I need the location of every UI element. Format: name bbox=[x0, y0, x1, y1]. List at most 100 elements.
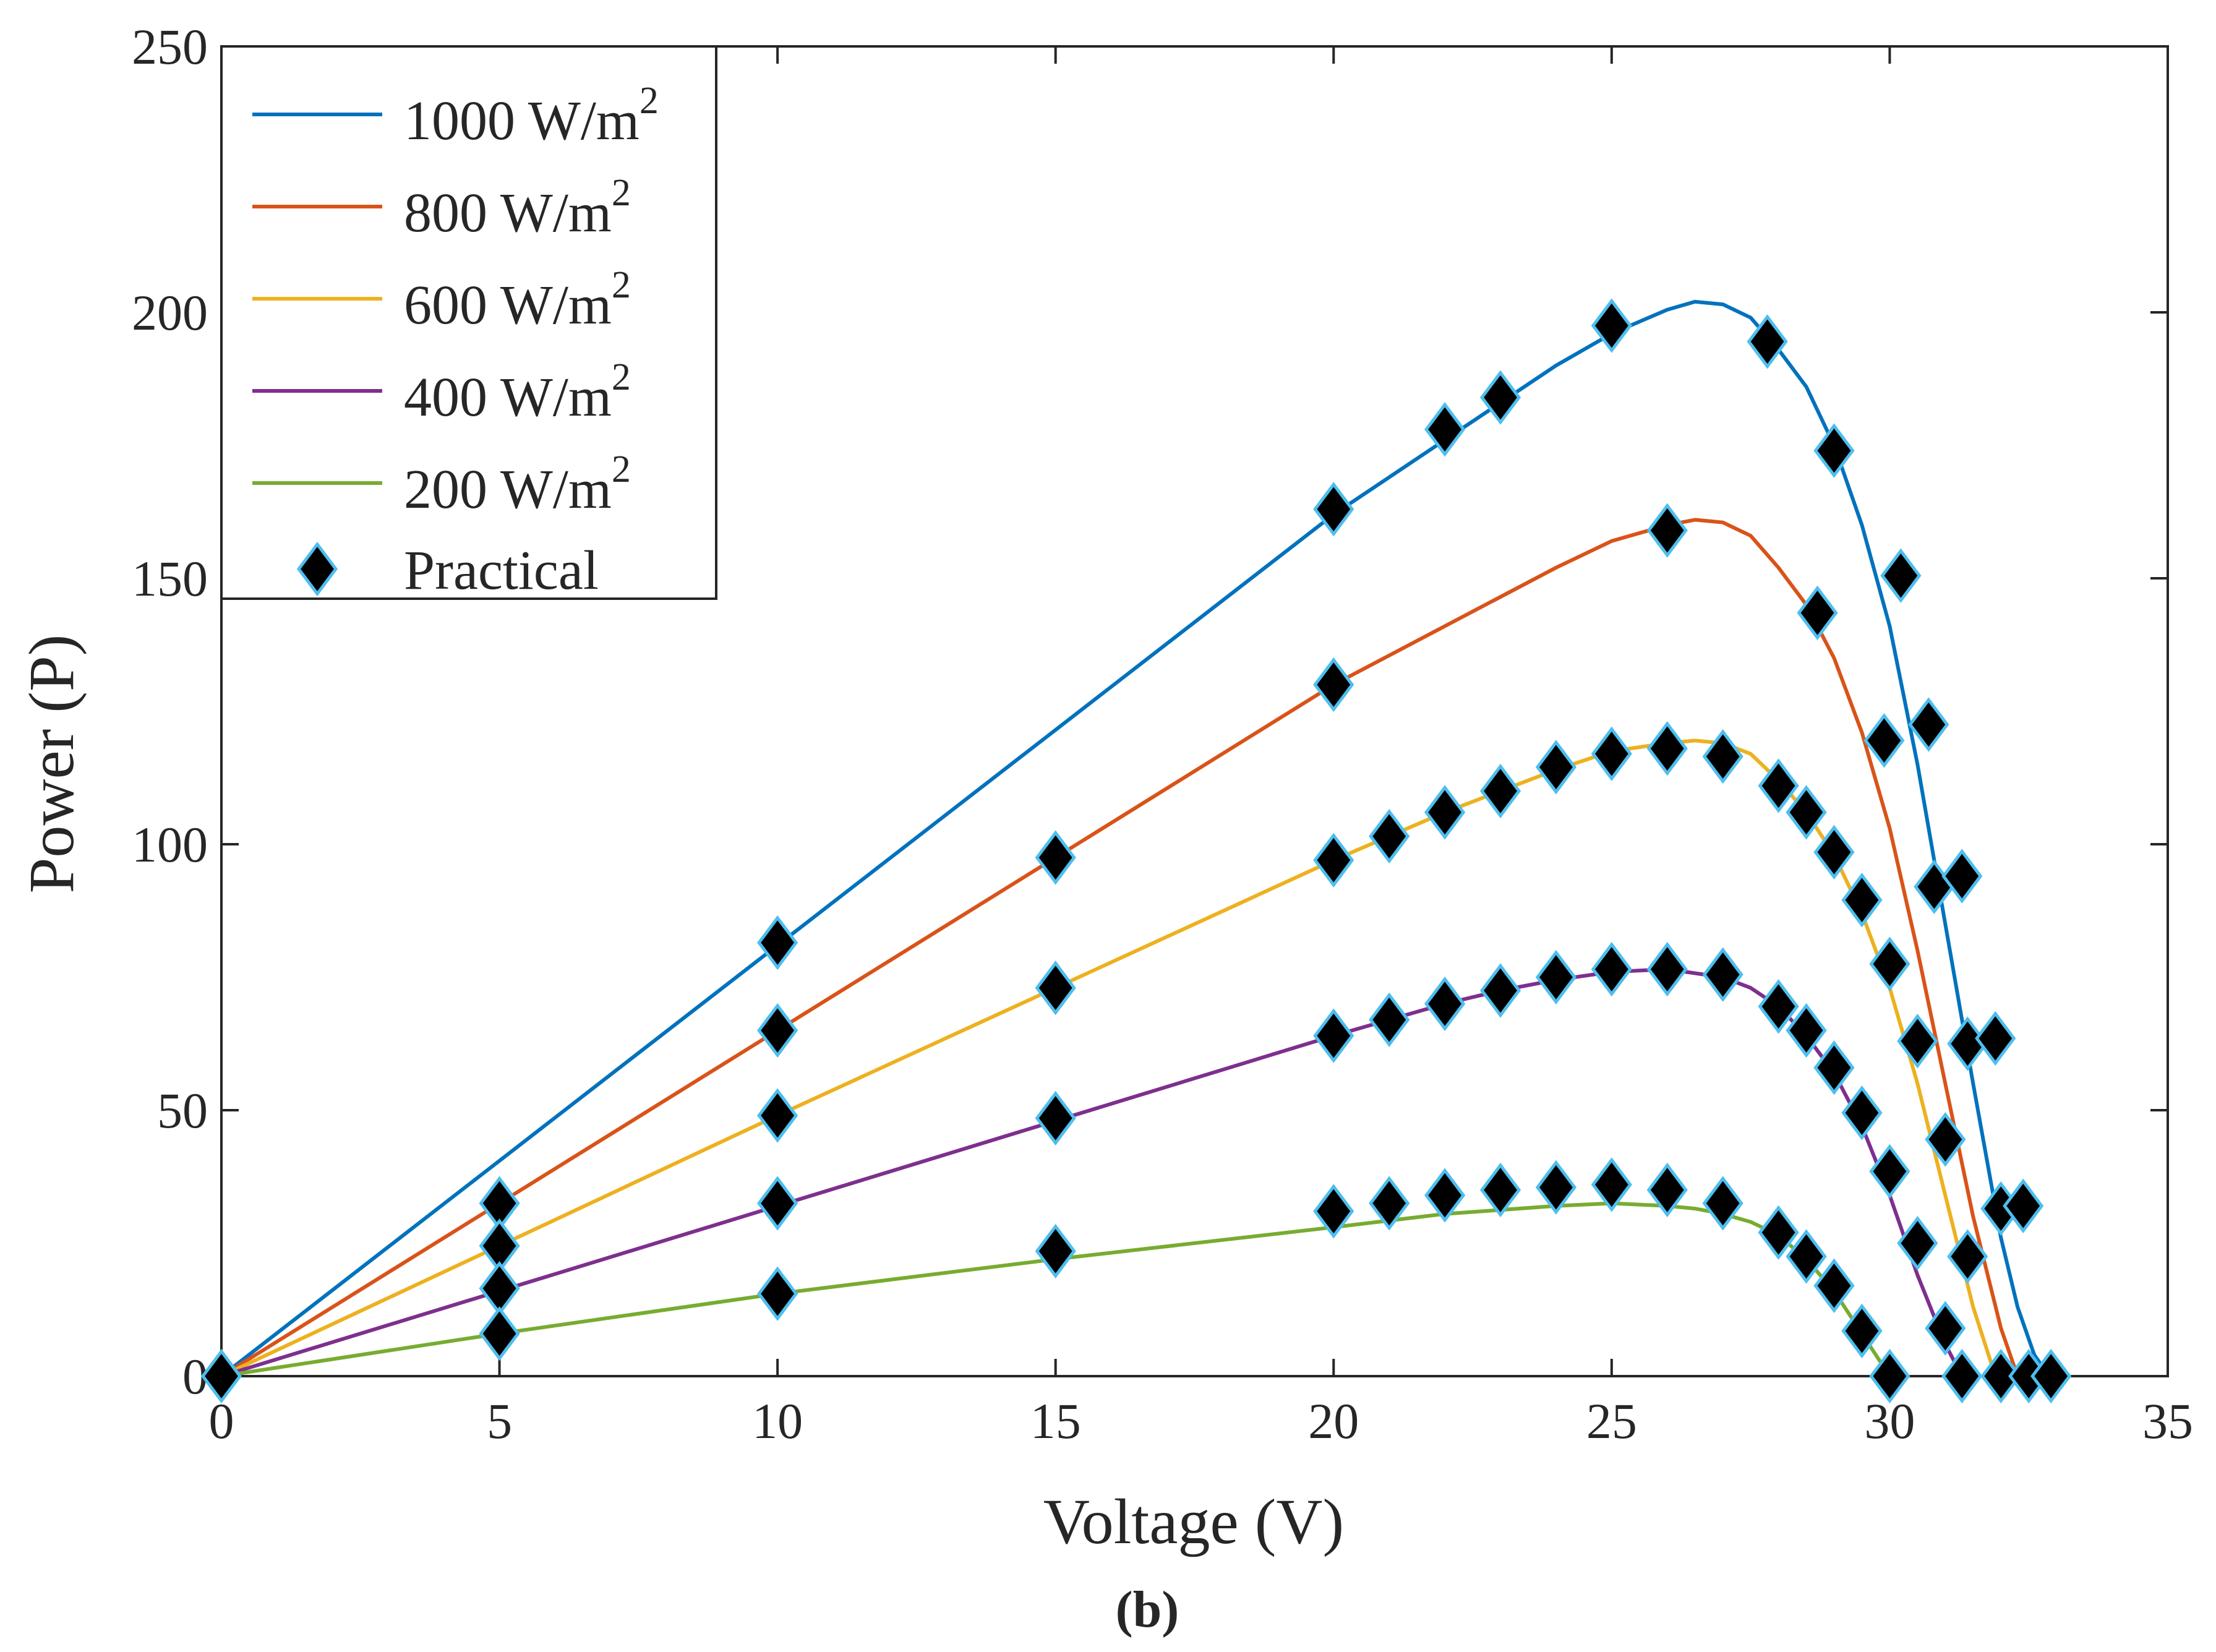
practical-marker bbox=[1646, 1162, 1688, 1218]
practical-marker bbox=[1786, 785, 1827, 840]
y-tick-label: 200 bbox=[132, 285, 208, 341]
practical-marker bbox=[1313, 657, 1354, 713]
legend-label-text: 1000 W/m bbox=[404, 90, 640, 152]
practical-marker bbox=[1869, 1144, 1910, 1199]
practical-marker bbox=[1980, 1348, 2022, 1404]
practical-marker bbox=[1897, 1014, 1938, 1069]
practical-marker bbox=[1758, 1205, 1799, 1260]
legend-label-superscript: 2 bbox=[612, 264, 631, 306]
legend-label-text: 800 W/m bbox=[404, 182, 612, 244]
x-tick-label: 15 bbox=[1030, 1393, 1081, 1449]
practical-marker bbox=[1035, 1223, 1076, 1279]
practical-marker bbox=[1947, 1229, 1988, 1284]
legend-label-1000: 1000 W/m2 bbox=[404, 80, 659, 152]
legend-label-600: 600 W/m2 bbox=[404, 264, 631, 336]
practical-marker bbox=[1908, 697, 1949, 752]
practical-marker bbox=[1035, 961, 1076, 1016]
practical-marker bbox=[1841, 1303, 1883, 1359]
practical-marker bbox=[1591, 1157, 1632, 1212]
y-tick-label: 250 bbox=[132, 19, 208, 75]
practical-marker bbox=[1797, 585, 1838, 641]
y-tick-label: 150 bbox=[132, 550, 208, 607]
practical-marker bbox=[1424, 785, 1466, 840]
practical-marker bbox=[1591, 298, 1632, 353]
practical-marker bbox=[1424, 1168, 1466, 1223]
x-axis-label: Voltage (V) bbox=[1043, 1486, 1344, 1557]
practical-marker bbox=[1702, 947, 1743, 1002]
practical-marker bbox=[1758, 979, 1799, 1034]
figure-caption: (b) bbox=[1116, 1581, 1179, 1638]
practical-marker bbox=[1813, 423, 1855, 478]
x-tick-label: 25 bbox=[1586, 1393, 1637, 1449]
practical-marker bbox=[1975, 1011, 2016, 1066]
legend-label-superscript: 2 bbox=[612, 356, 631, 398]
practical-marker bbox=[1479, 763, 1521, 819]
practical-marker bbox=[1313, 482, 1354, 537]
legend-label-200: 200 W/m2 bbox=[404, 448, 631, 520]
practical-marker bbox=[1646, 941, 1688, 997]
legend-label-400: 400 W/m2 bbox=[404, 356, 631, 428]
practical-marker bbox=[757, 1266, 798, 1321]
practical-marker bbox=[1897, 1215, 1938, 1271]
practical-marker bbox=[1535, 1160, 1577, 1215]
legend-practical-marker bbox=[296, 541, 338, 597]
y-axis-label: Power (P) bbox=[16, 635, 87, 894]
axes-frame bbox=[220, 45, 2169, 1377]
practical-marker bbox=[1813, 824, 1855, 880]
practical-marker bbox=[1786, 1229, 1827, 1284]
practical-marker bbox=[1841, 873, 1883, 928]
practical-marker bbox=[1758, 758, 1799, 813]
practical-marker bbox=[1313, 832, 1354, 888]
practical-marker bbox=[1591, 726, 1632, 781]
legend-box bbox=[220, 45, 717, 600]
practical-marker bbox=[1813, 1258, 1855, 1313]
x-tick-label: 5 bbox=[487, 1393, 512, 1449]
practical-marker bbox=[1424, 402, 1466, 457]
practical-marker bbox=[1747, 314, 1788, 369]
practical-marker bbox=[1941, 849, 1983, 904]
practical-marker bbox=[1479, 1162, 1521, 1218]
practical-marker bbox=[1702, 729, 1743, 784]
practical-marker bbox=[1925, 1112, 1966, 1167]
practical-marker bbox=[757, 1003, 798, 1058]
practical-marker bbox=[1591, 941, 1632, 997]
practical-marker bbox=[1369, 1176, 1410, 1231]
legend-label-practical: Practical bbox=[404, 540, 599, 601]
practical-marker bbox=[1869, 936, 1910, 991]
x-tick-label: 10 bbox=[752, 1393, 803, 1449]
legend-label-text: 400 W/m bbox=[404, 367, 612, 428]
legend-label-text: 200 W/m bbox=[404, 459, 612, 520]
practical-marker bbox=[1841, 1085, 1883, 1141]
practical-marker bbox=[1786, 1003, 1827, 1058]
practical-marker bbox=[1813, 1040, 1855, 1095]
practical-marker bbox=[1479, 963, 1521, 1018]
practical-marker bbox=[2030, 1348, 2072, 1404]
practical-marker bbox=[1313, 1184, 1354, 1239]
y-tick-label: 50 bbox=[157, 1082, 208, 1139]
practical-marker bbox=[757, 1176, 798, 1231]
practical-marker bbox=[1035, 830, 1076, 885]
practical-marker bbox=[479, 1306, 520, 1361]
legend-label-800: 800 W/m2 bbox=[404, 172, 631, 244]
practical-marker bbox=[1369, 808, 1410, 864]
practical-marker bbox=[1035, 1090, 1076, 1146]
practical-marker bbox=[1369, 992, 1410, 1047]
x-tick-label: 35 bbox=[2142, 1393, 2193, 1449]
practical-marker bbox=[1863, 713, 1905, 768]
legend-label-superscript: 2 bbox=[640, 80, 659, 122]
practical-marker bbox=[757, 1088, 798, 1143]
practical-marker bbox=[1479, 370, 1521, 425]
practical-marker bbox=[1702, 1176, 1743, 1231]
practical-marker bbox=[1424, 976, 1466, 1032]
axes-box bbox=[220, 45, 2169, 1377]
series-line-800-wm2 bbox=[220, 518, 2020, 1378]
practical-marker bbox=[1313, 1008, 1354, 1063]
practical-marker bbox=[1925, 1301, 1966, 1356]
practical-marker bbox=[1941, 1348, 1983, 1404]
practical-marker bbox=[1646, 503, 1688, 558]
practical-marker bbox=[200, 1348, 242, 1404]
legend-label-text: 600 W/m bbox=[404, 275, 612, 336]
